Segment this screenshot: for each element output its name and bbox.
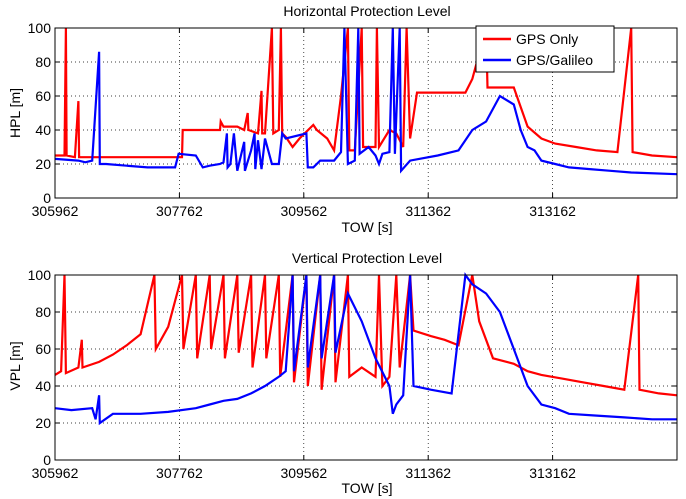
hpl-series-gps-galileo [54,27,678,176]
hpl-ytick-label-4: 80 [35,54,51,70]
vpl-ytick-label-4: 80 [35,304,51,320]
hpl-xtick-label-1: 307762 [156,203,203,219]
vpl-ticks: 305962 307762 309562 311362 313162 0 20 40 60 80 1… [28,267,677,481]
vpl-series-gps-galileo [54,272,677,426]
hpl-xlabel: TOW [s] [341,219,392,235]
vpl-ytick-label-2: 40 [35,378,51,394]
hpl-xtick-label-3: 311362 [405,203,451,219]
hpl-ytick-label-5: 100 [28,20,52,36]
legend-box [475,25,615,73]
legend-label-gps-only: GPS Only [516,31,578,47]
hpl-title: Horizontal Protection Level [283,3,450,19]
hpl-axes-frame [54,27,678,199]
hpl-plot: Horizontal Protection Level 305962 307762… [7,3,678,235]
vpl-ytick-label-0: 0 [43,452,51,468]
hpl-ylabel: HPL [m] [7,88,23,138]
hpl-series [54,27,678,176]
hpl-ytick-label-3: 60 [35,88,51,104]
vpl-ytick-label-1: 20 [35,415,51,431]
hpl-ytick-label-2: 40 [35,122,51,138]
vpl-series [54,272,678,426]
vpl-ytick-label-3: 60 [35,341,51,357]
hpl-ytick-label-1: 20 [35,156,51,172]
vpl-axes-frame [54,274,678,461]
vpl-title: Vertical Protection Level [292,250,442,266]
legend: GPS Only GPS/Galileo [475,25,615,73]
vpl-plot-area [55,275,677,460]
hpl-series-gps-only [55,27,678,159]
hpl-xtick-label-2: 309562 [280,203,327,219]
legend-label-gps-galileo: GPS/Galileo [516,52,593,68]
vpl-xtick-label-1: 307762 [156,465,203,481]
hpl-ytick-label-0: 0 [43,190,51,206]
hpl-ticks: 305962 307762 309562 311362 313162 0 20 40 60 80 1… [28,20,677,219]
vpl-ytick-label-5: 100 [28,267,52,283]
hpl-xtick-label-0: 305962 [32,203,79,219]
vpl-xtick-label-4: 313162 [529,465,576,481]
vpl-xtick-label-2: 309562 [280,465,327,481]
hpl-xtick-label-4: 313162 [529,203,576,219]
vpl-grid [55,275,677,460]
vpl-ylabel: VPL [m] [7,341,23,390]
vpl-plot: Vertical Protection Level 305962 307762 30… [7,250,678,496]
vpl-xtick-label-0: 305962 [32,465,79,481]
vpl-xlabel: TOW [s] [341,480,392,496]
vpl-xtick-label-3: 311362 [405,465,451,481]
